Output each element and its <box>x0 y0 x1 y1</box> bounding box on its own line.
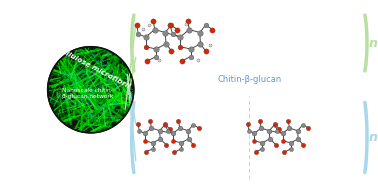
Text: Nanoscale chitin-
β-glucan network: Nanoscale chitin- β-glucan network <box>62 88 113 99</box>
Circle shape <box>48 47 134 133</box>
Text: n: n <box>369 36 378 50</box>
Text: n: n <box>369 131 378 144</box>
Text: Cellulose microfibril: Cellulose microfibril <box>55 45 130 89</box>
Text: Chitin-β-glucan: Chitin-β-glucan <box>217 75 282 84</box>
